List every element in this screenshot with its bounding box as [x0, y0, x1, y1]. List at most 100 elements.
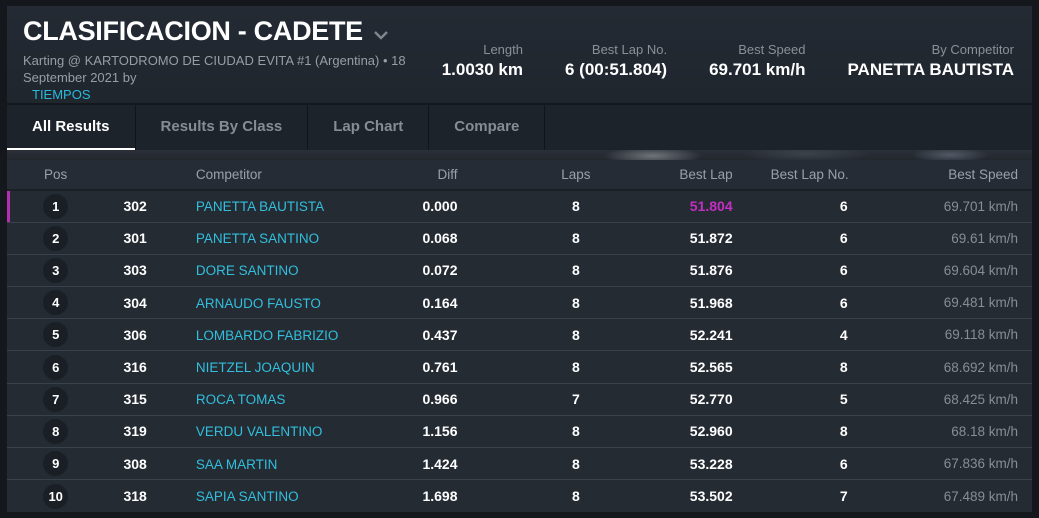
stat-best-speed: Best Speed 69.701 km/h: [709, 42, 805, 103]
kart-number: 303: [104, 253, 166, 287]
event-stats: Length 1.0030 km Best Lap No. 6 (00:51.8…: [442, 42, 1016, 103]
best-speed-value: 69.481 km/h: [893, 286, 1032, 319]
chevron-down-icon[interactable]: [373, 30, 389, 40]
col-header-pos: Pos: [7, 160, 105, 190]
best-speed-value: 67.836 km/h: [893, 446, 1032, 480]
best-speed-value: 69.61 km/h: [893, 221, 1032, 255]
col-header-best-lap: Best Lap: [632, 160, 771, 190]
table-row[interactable]: 4 304 ARNAUDO FAUSTO 0.164 8 51.968 6 69…: [7, 286, 1032, 319]
position-badge: 7: [43, 386, 69, 412]
table-header-row: Pos Competitor Diff Laps Best Lap Best L…: [7, 160, 1032, 190]
stat-label: Length: [483, 42, 523, 57]
stat-value: 6 (00:51.804): [564, 60, 668, 79]
competitor-link[interactable]: SAPIA SANTINO: [195, 489, 299, 505]
kart-number: 319: [104, 414, 166, 448]
position-badge: 8: [43, 418, 69, 444]
laps-value: 8: [519, 350, 633, 384]
table-row[interactable]: 2 301 PANETTA SANTINO 0.068 8 51.872 6 6…: [7, 221, 1032, 255]
competitor-link[interactable]: NIETZEL JOAQUIN: [195, 360, 315, 376]
best-speed-value: 67.489 km/h: [893, 479, 1032, 512]
table-row[interactable]: 5 306 LOMBARDO FABRIZIO 0.437 8 52.241 4…: [7, 318, 1032, 351]
laps-value: 8: [519, 221, 633, 255]
col-header-competitor: Competitor: [165, 160, 397, 190]
competitor-link[interactable]: ROCA TOMAS: [195, 392, 286, 408]
stat-label: By Competitor: [931, 42, 1014, 57]
kart-number: 318: [104, 479, 166, 512]
event-subtitle: Karting @ KARTODROMO DE CIUDAD EVITA #1 …: [23, 52, 442, 103]
col-header-best-speed: Best Speed: [893, 160, 1032, 190]
tiempos-link[interactable]: TIEMPOS: [32, 87, 91, 102]
position-badge: 5: [43, 322, 69, 348]
best-lap-value: 51.804: [632, 188, 771, 223]
event-subtitle-text: Karting @ KARTODROMO DE CIUDAD EVITA #1 …: [23, 53, 406, 85]
best-speed-value: 68.425 km/h: [893, 382, 1032, 416]
kart-number: 302: [104, 188, 166, 223]
table-row[interactable]: 10 318 SAPIA SANTINO 1.698 8 53.502 7 67…: [7, 479, 1032, 512]
tab-all-results[interactable]: All Results: [7, 105, 136, 150]
best-lap-value: 51.968: [632, 286, 771, 319]
background-photo-strip: [7, 150, 1032, 160]
best-lap-no-value: 5: [770, 382, 894, 416]
competitor-link[interactable]: ARNAUDO FAUSTO: [195, 295, 321, 311]
table-row[interactable]: 6 316 NIETZEL JOAQUIN 0.761 8 52.565 8 6…: [7, 350, 1032, 384]
best-lap-no-value: 4: [770, 318, 894, 351]
results-table: Pos Competitor Diff Laps Best Lap Best L…: [7, 160, 1032, 512]
laps-value: 8: [519, 479, 633, 512]
competitor-link[interactable]: DORE SANTINO: [195, 263, 299, 279]
position-badge: 1: [43, 193, 69, 219]
page-title: CLASIFICACION - CADETE: [23, 16, 363, 46]
best-lap-no-value: 6: [770, 188, 894, 223]
table-row[interactable]: 3 303 DORE SANTINO 0.072 8 51.876 6 69.6…: [7, 253, 1032, 287]
best-lap-value: 52.241: [632, 318, 771, 351]
competitor-link[interactable]: SAA MARTIN: [195, 456, 278, 472]
laps-value: 8: [519, 318, 633, 351]
stat-length: Length 1.0030 km: [442, 42, 523, 103]
laps-value: 8: [519, 286, 633, 319]
best-speed-value: 69.604 km/h: [893, 253, 1032, 287]
diff-value: 0.068: [396, 221, 520, 255]
diff-value: 1.698: [396, 479, 520, 512]
position-badge: 6: [43, 354, 69, 380]
table-row[interactable]: 7 315 ROCA TOMAS 0.966 7 52.770 5 68.425…: [7, 382, 1032, 416]
event-title-block: CLASIFICACION - CADETE Karting @ KARTODR…: [23, 16, 442, 103]
best-lap-value: 52.960: [632, 414, 771, 448]
diff-value: 0.437: [396, 318, 520, 351]
tab-lap-chart[interactable]: Lap Chart: [308, 105, 430, 150]
best-lap-value: 51.872: [632, 221, 771, 255]
kart-number: 301: [104, 221, 166, 255]
competitor-link[interactable]: PANETTA BAUTISTA: [195, 199, 325, 215]
competitor-link[interactable]: LOMBARDO FABRIZIO: [195, 327, 339, 343]
best-lap-no-value: 6: [770, 286, 894, 319]
laps-value: 8: [519, 446, 633, 480]
tab-results-by-class[interactable]: Results By Class: [136, 105, 309, 150]
best-speed-value: 69.701 km/h: [893, 188, 1032, 223]
diff-value: 0.164: [396, 286, 520, 319]
stat-label: Best Speed: [738, 42, 806, 57]
position-badge: 4: [43, 290, 69, 316]
stat-best-lap-no: Best Lap No. 6 (00:51.804): [565, 42, 667, 103]
best-lap-no-value: 8: [770, 414, 894, 448]
table-row[interactable]: 9 308 SAA MARTIN 1.424 8 53.228 6 67.836…: [7, 446, 1032, 480]
laps-value: 8: [519, 414, 633, 448]
best-lap-no-value: 7: [770, 479, 894, 512]
stat-value: PANETTA BAUTISTA: [847, 60, 1014, 79]
kart-number: 308: [104, 446, 166, 480]
competitor-link[interactable]: PANETTA SANTINO: [195, 231, 320, 247]
diff-value: 0.072: [396, 253, 520, 287]
best-lap-value: 51.876: [632, 253, 771, 287]
stat-by-competitor: By Competitor PANETTA BAUTISTA: [847, 42, 1014, 103]
diff-value: 0.966: [396, 382, 520, 416]
col-header-number: [104, 160, 166, 190]
diff-value: 1.156: [396, 414, 520, 448]
table-row[interactable]: 8 319 VERDU VALENTINO 1.156 8 52.960 8 6…: [7, 414, 1032, 448]
tab-compare[interactable]: Compare: [429, 105, 546, 150]
competitor-link[interactable]: VERDU VALENTINO: [195, 424, 323, 440]
laps-value: 8: [519, 188, 633, 223]
event-header: CLASIFICACION - CADETE Karting @ KARTODR…: [7, 6, 1032, 103]
best-lap-value: 53.502: [632, 479, 771, 512]
best-lap-value: 53.228: [632, 446, 771, 480]
laps-value: 8: [519, 253, 633, 287]
table-row[interactable]: 1 302 PANETTA BAUTISTA 0.000 8 51.804 6 …: [7, 188, 1032, 223]
col-header-best-lap-no: Best Lap No.: [770, 160, 894, 190]
best-lap-no-value: 6: [770, 253, 894, 287]
